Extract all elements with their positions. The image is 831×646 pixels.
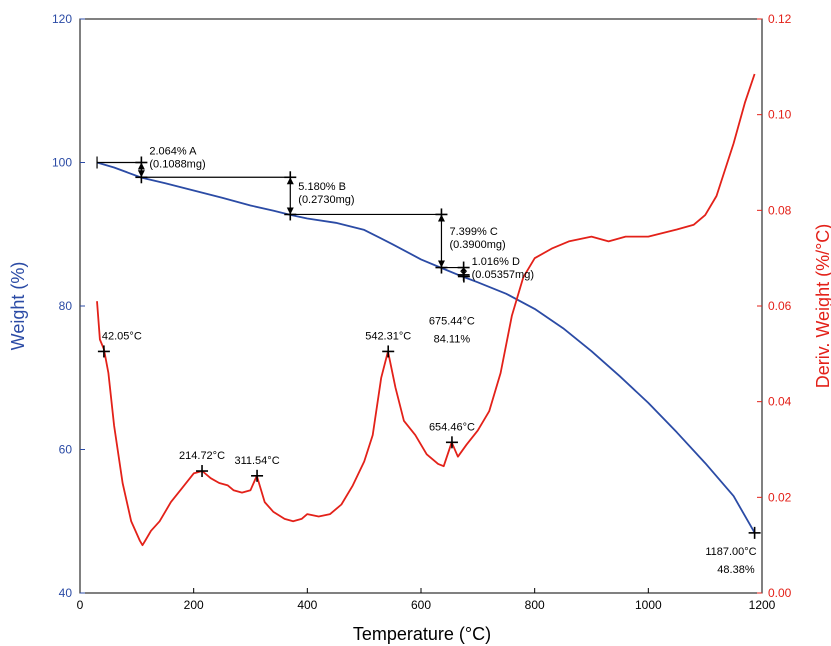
deriv-peak-4-cross bbox=[382, 345, 395, 358]
weight-marker-1: 675.44°C 84.11% bbox=[429, 270, 475, 346]
weight-marker-1-temp-label: 675.44°C bbox=[429, 316, 475, 328]
x-axis-title: Temperature (°C) bbox=[353, 624, 491, 644]
deriv-peak-5-cross bbox=[445, 436, 458, 449]
y2-tick-label: 0.06 bbox=[768, 299, 792, 313]
weight-marker-2: 1187.00°C 48.38% bbox=[705, 526, 761, 576]
weight-marker-2-temp-label: 1187.00°C bbox=[705, 546, 756, 558]
y-tick-label: 100 bbox=[52, 156, 72, 170]
x-tick-label: 1000 bbox=[635, 598, 662, 612]
plot-frame bbox=[79, 18, 763, 594]
y2-tick-label: 0.04 bbox=[768, 395, 792, 409]
step-b-marker-top bbox=[284, 171, 297, 184]
deriv-peak-2-label: 214.72°C bbox=[179, 450, 225, 462]
step-a-mass: (0.1088mg) bbox=[149, 159, 205, 171]
y-tick-label: 80 bbox=[59, 299, 73, 313]
step-d: 1.016% D(0.05357mg) bbox=[441, 256, 534, 281]
deriv-series-line bbox=[96, 73, 756, 547]
step-c-mass: (0.3900mg) bbox=[449, 239, 505, 251]
deriv-peak-3-label: 311.54°C bbox=[234, 455, 279, 467]
x-tick-label: 1200 bbox=[749, 598, 776, 612]
step-b-label: 5.180% B bbox=[298, 181, 346, 193]
weight-marker-1-weight-label: 84.11% bbox=[434, 334, 471, 346]
weight-marker-2-weight-label: 48.38% bbox=[717, 564, 755, 576]
deriv-peak-3: 311.54°C bbox=[234, 455, 280, 482]
weight-marker-2-cross bbox=[748, 526, 761, 539]
y2-tick-label: 0.12 bbox=[768, 12, 792, 26]
y2-axis-title: Deriv. Weight (%/°C) bbox=[813, 224, 831, 389]
y-tick-label: 40 bbox=[59, 586, 73, 600]
x-tick-label: 0 bbox=[77, 598, 84, 612]
step-b: 5.180% B(0.2730mg) bbox=[141, 171, 355, 221]
step-a-label: 2.064% A bbox=[149, 146, 197, 158]
step-a: 2.064% A(0.1088mg) bbox=[96, 146, 206, 184]
y-tick-label: 120 bbox=[52, 12, 72, 26]
deriv-peak-4-label: 542.31°C bbox=[365, 330, 411, 342]
deriv-peak-5: 654.46°C bbox=[429, 421, 475, 449]
x-tick-label: 400 bbox=[297, 598, 317, 612]
x-tick-label: 800 bbox=[525, 598, 545, 612]
weight-marker-1-cross bbox=[457, 270, 470, 283]
deriv-peak-2-cross bbox=[196, 465, 209, 478]
deriv-peak-1-label: 42.05°C bbox=[102, 330, 142, 342]
x-tick-label: 600 bbox=[411, 598, 431, 612]
y2-tick-label: 0.10 bbox=[768, 108, 792, 122]
y-tick-label: 60 bbox=[59, 443, 73, 457]
step-c-marker-top bbox=[435, 208, 448, 221]
deriv-peak-1: 42.05°C bbox=[97, 330, 142, 358]
y-axis-title: Weight (%) bbox=[8, 262, 28, 351]
y2-tick-label: 0.08 bbox=[768, 203, 792, 217]
x-tick-label: 200 bbox=[184, 598, 204, 612]
y2-tick-label: 0.02 bbox=[768, 490, 792, 504]
deriv-peak-1-cross bbox=[97, 345, 110, 358]
deriv-peak-5-label: 654.46°C bbox=[429, 421, 475, 433]
step-b-mass: (0.2730mg) bbox=[298, 194, 354, 206]
weight-series-line bbox=[96, 161, 756, 534]
deriv-peak-4: 542.31°C bbox=[365, 330, 411, 358]
deriv-peak-2: 214.72°C bbox=[179, 450, 225, 478]
deriv-peak-3-cross bbox=[251, 469, 264, 482]
step-c-label: 7.399% C bbox=[449, 226, 497, 238]
y2-tick-label: 0.00 bbox=[768, 586, 792, 600]
step-d-label: 1.016% D bbox=[472, 256, 520, 268]
step-a-marker-top bbox=[135, 156, 148, 169]
step-d-mass: (0.05357mg) bbox=[472, 269, 534, 281]
